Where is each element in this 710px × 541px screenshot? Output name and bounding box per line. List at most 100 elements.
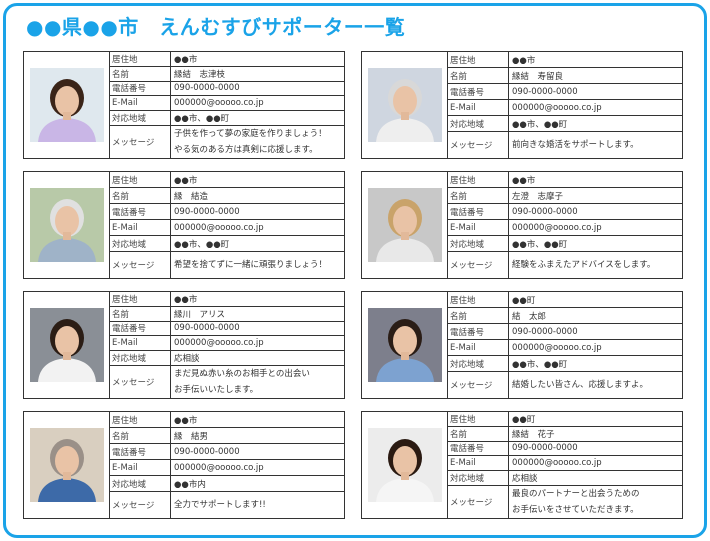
row-phone: 電話番号 090-0000-0000 <box>448 84 682 100</box>
row-residence: 居住地 ●●町 <box>448 412 682 427</box>
row-area: 対応地域 ●●市、●●町 <box>448 116 682 132</box>
label-phone: 電話番号 <box>448 324 509 339</box>
row-phone: 電話番号 090-0000-0000 <box>110 81 344 97</box>
value-area: ●●市、●●町 <box>174 239 230 250</box>
label-residence: 居住地 <box>110 52 171 66</box>
label-name: 名前 <box>110 428 171 443</box>
supporter-card: 居住地 ●●町 名前結 太郎 電話番号 090-0000-0000 E-Mail 00000… <box>361 291 683 399</box>
row-email: E-Mail 000000@ooooo.co.jp <box>110 96 344 112</box>
row-email: E-Mail 000000@ooooo.co.jp <box>448 220 682 236</box>
label-message: メッセージ <box>448 132 509 158</box>
row-name: 名前 縁川 アリス <box>110 306 344 322</box>
supporter-card: 居住地 ●●市 名前 縁結 志津枝 電話番号 090-0000-0000 E-Mail 000… <box>23 51 345 159</box>
row-message: メッセージ 経験をふまえたアドバイスをします。 <box>448 252 682 278</box>
label-message: メッセージ <box>448 372 509 398</box>
label-area: 対応地域 <box>110 111 171 125</box>
supporter-photo <box>24 172 110 278</box>
label-area: 対応地域 <box>110 351 171 365</box>
value-area: ●●市、●●町 <box>174 114 230 125</box>
label-email: E-Mail <box>110 96 171 111</box>
label-email: E-Mail <box>110 220 171 235</box>
label-name: 名前 <box>448 308 509 323</box>
value-area: ●●市、●●町 <box>512 119 568 130</box>
row-message: メッセージ 子供を作って夢の家庭を作りましょう！ やる気のある方は真剣に応援します。 <box>110 125 344 158</box>
label-message: メッセージ <box>110 125 171 158</box>
supporter-card: 居住地 ●●市 名前 縁川 アリス 電話番号 090-0000-0000 E-Mail 000… <box>23 291 345 399</box>
value-email: 000000@ooooo.co.jp <box>174 462 264 473</box>
row-phone: 電話番号 090-0000-0000 <box>110 204 344 220</box>
label-area: 対応地域 <box>110 476 171 491</box>
value-area: ●●市内 <box>174 479 206 490</box>
row-area: 対応地域 応相談 <box>448 471 682 486</box>
label-email: E-Mail <box>110 460 171 475</box>
value-name: 縁結 寿留良 <box>512 71 564 82</box>
row-residence: 居住地 ●●市 <box>110 412 344 428</box>
value-residence: ●●市 <box>174 175 198 186</box>
row-name: 名前結 太郎 <box>448 308 682 324</box>
label-name: 名前 <box>110 66 171 81</box>
label-area: 対応地域 <box>448 116 509 131</box>
value-message: 希望を捨てずに一緒に頑張りましょう！ <box>171 252 344 278</box>
woman-glasses-photo <box>367 188 442 262</box>
row-name: 名前縁 結造 <box>110 188 344 204</box>
row-area: 対応地域 ●●市、●●町 <box>448 356 682 372</box>
label-phone: 電話番号 <box>448 441 509 456</box>
page-frame <box>3 3 707 538</box>
row-phone: 電話番号 090-0000-0000 <box>110 444 344 460</box>
young-woman-ponytail-photo <box>367 428 442 502</box>
supporter-card: 居住地 ●●町 名前 縁結 花子 電話番号 090-0000-0000 E-Mail 0000… <box>361 411 683 519</box>
value-phone: 090-0000-0000 <box>512 206 578 217</box>
value-message: 全力でサポートします!! <box>171 492 344 518</box>
value-phone: 090-0000-0000 <box>174 206 240 217</box>
row-area: 対応地域 ●●市、●●町 <box>110 236 344 252</box>
label-residence: 居住地 <box>448 172 509 187</box>
row-residence: 居住地 ●●市 <box>448 52 682 68</box>
row-email: E-Mail 000000@ooooo.co.jp <box>110 460 344 476</box>
value-email: 000000@ooooo.co.jp <box>512 342 602 353</box>
label-email: E-Mail <box>448 220 509 235</box>
row-name: 名前 縁結 花子 <box>448 426 682 442</box>
value-phone: 090-0000-0000 <box>512 443 578 454</box>
label-message: メッセージ <box>448 252 509 278</box>
value-message: 結婚したい皆さん、応援しますよ。 <box>509 372 682 398</box>
message-line: 全力でサポートします!! <box>174 500 266 510</box>
supporter-card: 居住地 ●●市 名前 左澄 志摩子 電話番号 090-0000-0000 E-Mail 000… <box>361 171 683 279</box>
label-residence: 居住地 <box>110 292 171 306</box>
supporter-photo <box>24 52 110 158</box>
row-residence: 居住地 ●●市 <box>448 172 682 188</box>
row-email: E-Mail 000000@ooooo.co.jp <box>110 220 344 236</box>
row-message: メッセージ まだ見ぬ赤い糸のお相手との出会い お手伝いいたします。 <box>110 365 344 398</box>
message-line: 希望を捨てずに一緒に頑張りましょう！ <box>174 260 328 270</box>
row-phone: 電話番号 090-0000-0000 <box>448 441 682 457</box>
supporter-card: 居住地 ●●市 名前縁 結造 電話番号 090-0000-0000 E-Mail 00000… <box>23 171 345 279</box>
label-phone: 電話番号 <box>110 204 171 219</box>
value-residence: ●●町 <box>512 414 536 425</box>
row-email: E-Mail 000000@ooooo.co.jp <box>448 340 682 356</box>
value-message: 前向きな婚活をサポートします。 <box>509 132 682 158</box>
label-phone: 電話番号 <box>448 84 509 99</box>
message-line: 最良のパートナーと出会うための <box>512 488 640 499</box>
value-email: 000000@ooooo.co.jp <box>512 458 602 469</box>
row-residence: 居住地 ●●市 <box>110 292 344 307</box>
message-line: 子供を作って夢の家庭を作りましょう！ <box>174 128 327 139</box>
value-message: 最良のパートナーと出会うための お手伝いをさせていただきます。 <box>509 486 682 518</box>
row-email: E-Mail 000000@ooooo.co.jp <box>448 456 682 472</box>
label-residence: 居住地 <box>448 292 509 307</box>
label-phone: 電話番号 <box>110 321 171 336</box>
row-area: 対応地域 ●●市、●●町 <box>110 111 344 126</box>
label-residence: 居住地 <box>110 412 171 427</box>
supporter-photo <box>362 172 448 278</box>
message-line: やる気のある方は真剣に応援します。 <box>174 144 318 155</box>
row-residence: 居住地 ●●市 <box>110 172 344 188</box>
row-message: メッセージ 結婚したい皆さん、応援しますよ。 <box>448 372 682 398</box>
value-residence: ●●町 <box>512 295 536 306</box>
label-phone: 電話番号 <box>110 444 171 459</box>
message-line: 前向きな婚活をサポートします。 <box>512 140 639 150</box>
label-area: 対応地域 <box>448 356 509 371</box>
row-name: 名前 縁結 寿留良 <box>448 68 682 84</box>
row-phone: 電話番号 090-0000-0000 <box>448 204 682 220</box>
label-name: 名前 <box>448 426 509 441</box>
label-area: 対応地域 <box>448 471 509 485</box>
senior-woman-headset-photo <box>367 68 442 142</box>
label-residence: 居住地 <box>110 172 171 187</box>
